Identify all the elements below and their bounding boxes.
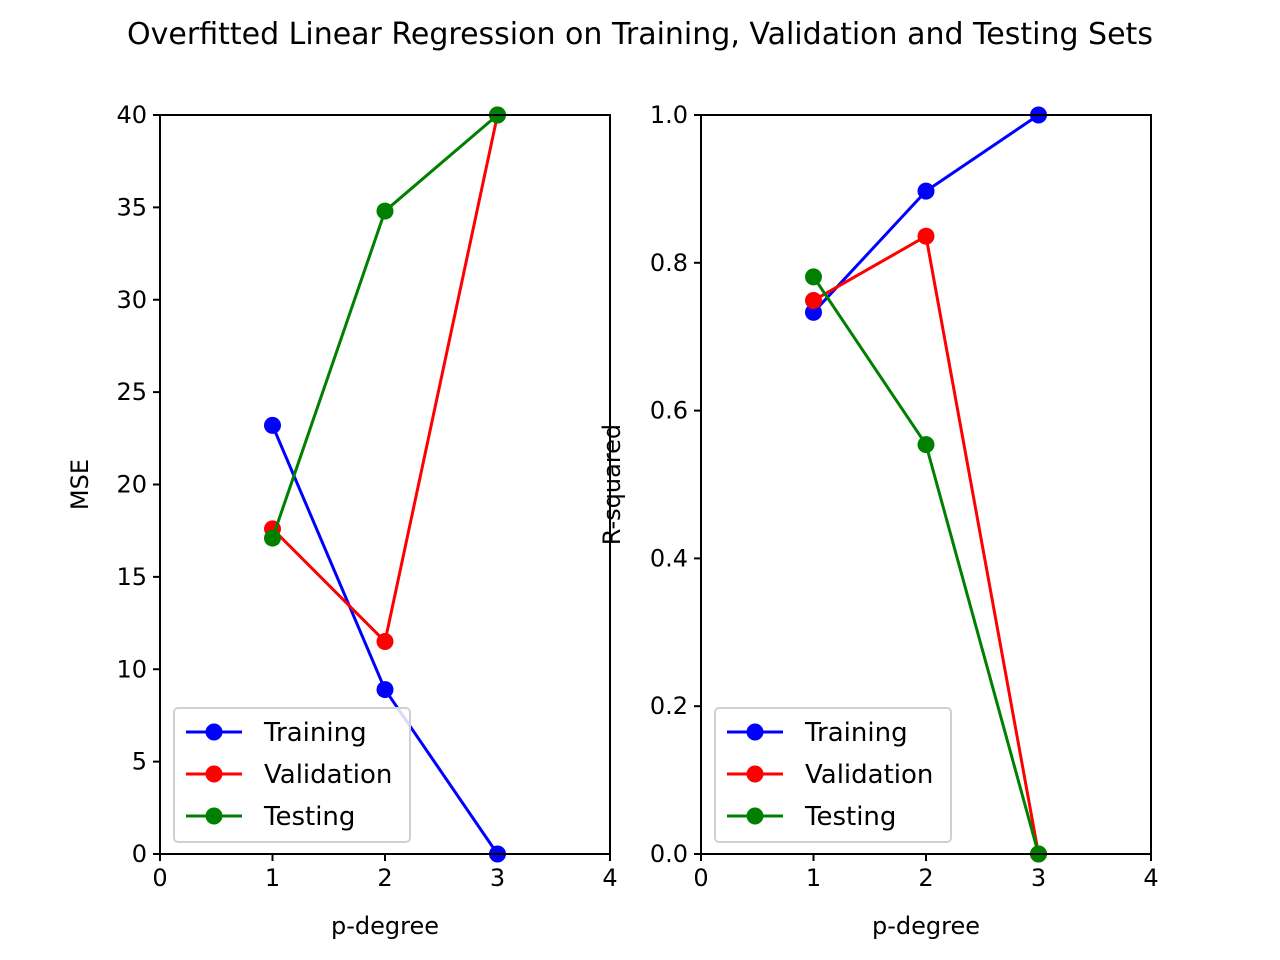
x-tick-label: 4: [602, 864, 617, 892]
y-tick-label: 0.0: [650, 840, 688, 868]
legend-label: Training: [804, 718, 908, 748]
y-tick-label: 25: [116, 378, 147, 406]
series-line: [271, 114, 499, 644]
legend-marker: [746, 723, 764, 741]
y-axis-label: MSE: [66, 459, 94, 510]
chart-panel-1: 0 1 2 3 40510152025303540p-degreeMSETraining…: [66, 101, 618, 940]
y-tick-label: 30: [116, 286, 147, 314]
data-point: [917, 182, 935, 200]
legend-marker: [205, 765, 223, 783]
y-tick-label: 0.2: [650, 692, 688, 720]
legend-marker: [205, 807, 223, 825]
x-tick-label: 3: [1031, 864, 1046, 892]
y-tick-label: 10: [116, 655, 147, 683]
x-tick-label: 2: [377, 864, 392, 892]
legend-marker: [205, 723, 223, 741]
x-tick-label: 4: [1143, 864, 1158, 892]
y-tick-label: 40: [116, 101, 147, 129]
data-point: [376, 202, 394, 220]
data-point: [376, 681, 394, 699]
x-tick-label: 2: [918, 864, 933, 892]
y-tick-label: 1.0: [650, 101, 688, 129]
data-point: [917, 227, 935, 245]
legend: Training Validation Testing: [173, 707, 411, 843]
data-point: [264, 529, 281, 547]
legend-marker: [746, 765, 764, 783]
legend-label: Testing: [263, 802, 355, 832]
y-tick-label: 0.4: [650, 544, 688, 572]
data-point: [805, 291, 822, 309]
data-point: [805, 268, 822, 286]
legend: Training Validation Testing: [714, 707, 952, 843]
plot-frame: [700, 114, 1152, 855]
y-tick-label: 0.6: [650, 397, 688, 425]
y-tick-label: 5: [132, 748, 147, 776]
x-tick-label: 1: [265, 864, 280, 892]
y-tick-label: 0.8: [650, 249, 688, 277]
y-tick-label: 0: [132, 840, 147, 868]
data-point: [376, 633, 394, 651]
plot-frame: [159, 114, 611, 855]
legend-label: Training: [263, 718, 367, 748]
x-tick-label: 3: [490, 864, 505, 892]
legend-box: [173, 707, 411, 843]
chart-panel-2: 0 1 2 3 4 0.0 0.2 0.4 0.6 0.8 1.0 p-degree R-squared…: [598, 101, 1159, 940]
legend-label: Testing: [804, 802, 896, 832]
y-axis-label: R-squared: [598, 424, 626, 545]
x-axis-label: p-degree: [872, 912, 980, 940]
legend-box: [714, 707, 952, 843]
y-tick-label: 35: [116, 193, 147, 221]
x-tick-label: 1: [806, 864, 821, 892]
chart-panels: 0 1 2 3 40510152025303540p-degreeMSETraining…: [66, 101, 1159, 940]
figure-title: Overfitted Linear Regression on Training…: [127, 17, 1153, 52]
data-point: [917, 436, 935, 454]
legend-marker: [746, 807, 764, 825]
x-tick-label: 0: [152, 864, 167, 892]
series-line: [271, 113, 499, 539]
x-axis-label: p-degree: [331, 912, 439, 940]
data-point: [805, 303, 822, 321]
y-tick-label: 20: [116, 471, 147, 499]
legend-label: Validation: [264, 760, 392, 790]
data-point: [264, 416, 281, 434]
legend-label: Validation: [805, 760, 933, 790]
y-tick-label: 15: [116, 563, 147, 591]
x-tick-label: 0: [693, 864, 708, 892]
